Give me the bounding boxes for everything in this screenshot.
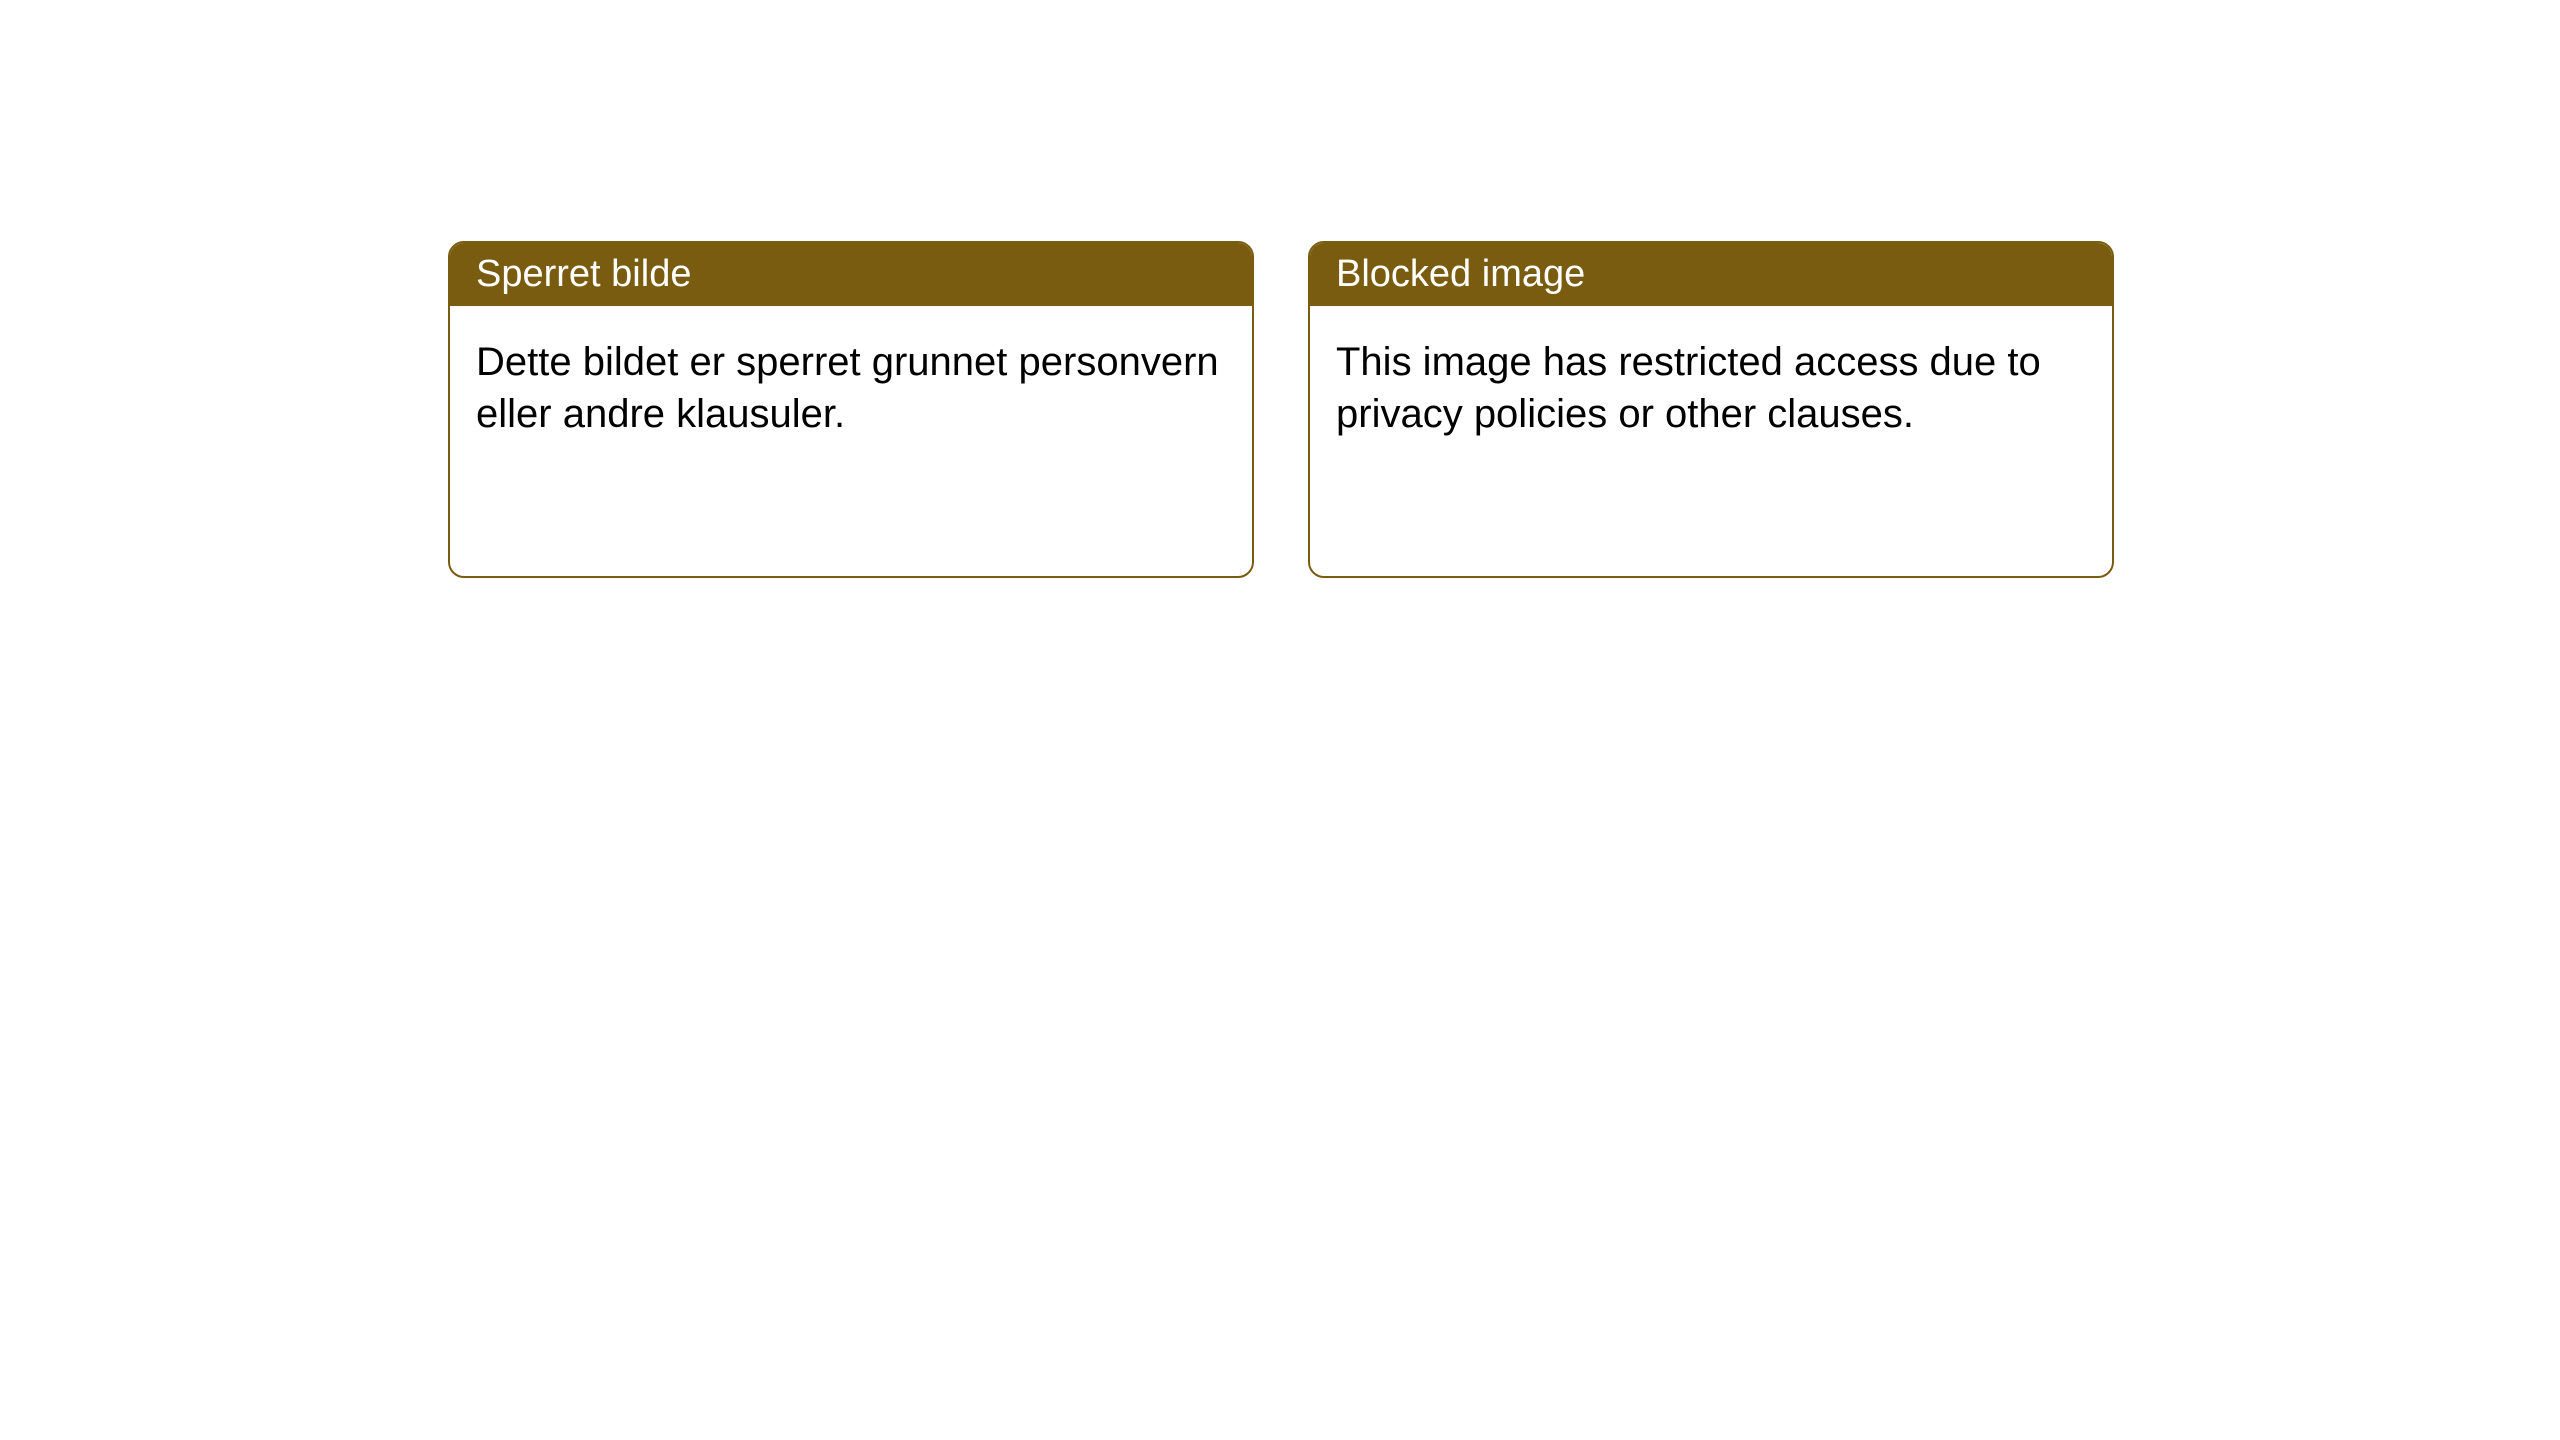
notice-title: Sperret bilde	[476, 253, 691, 295]
notice-box-norwegian: Sperret bilde Dette bildet er sperret gr…	[448, 241, 1254, 578]
notice-body-text: Dette bildet er sperret grunnet personve…	[476, 340, 1219, 436]
notice-title: Blocked image	[1336, 253, 1585, 295]
notice-header: Sperret bilde	[450, 243, 1252, 306]
notice-box-english: Blocked image This image has restricted …	[1308, 241, 2114, 578]
notice-header: Blocked image	[1310, 243, 2112, 306]
notice-body-text: This image has restricted access due to …	[1336, 340, 2041, 436]
notice-body: This image has restricted access due to …	[1310, 306, 2112, 576]
notices-container: Sperret bilde Dette bildet er sperret gr…	[0, 0, 2560, 578]
notice-body: Dette bildet er sperret grunnet personve…	[450, 306, 1252, 576]
